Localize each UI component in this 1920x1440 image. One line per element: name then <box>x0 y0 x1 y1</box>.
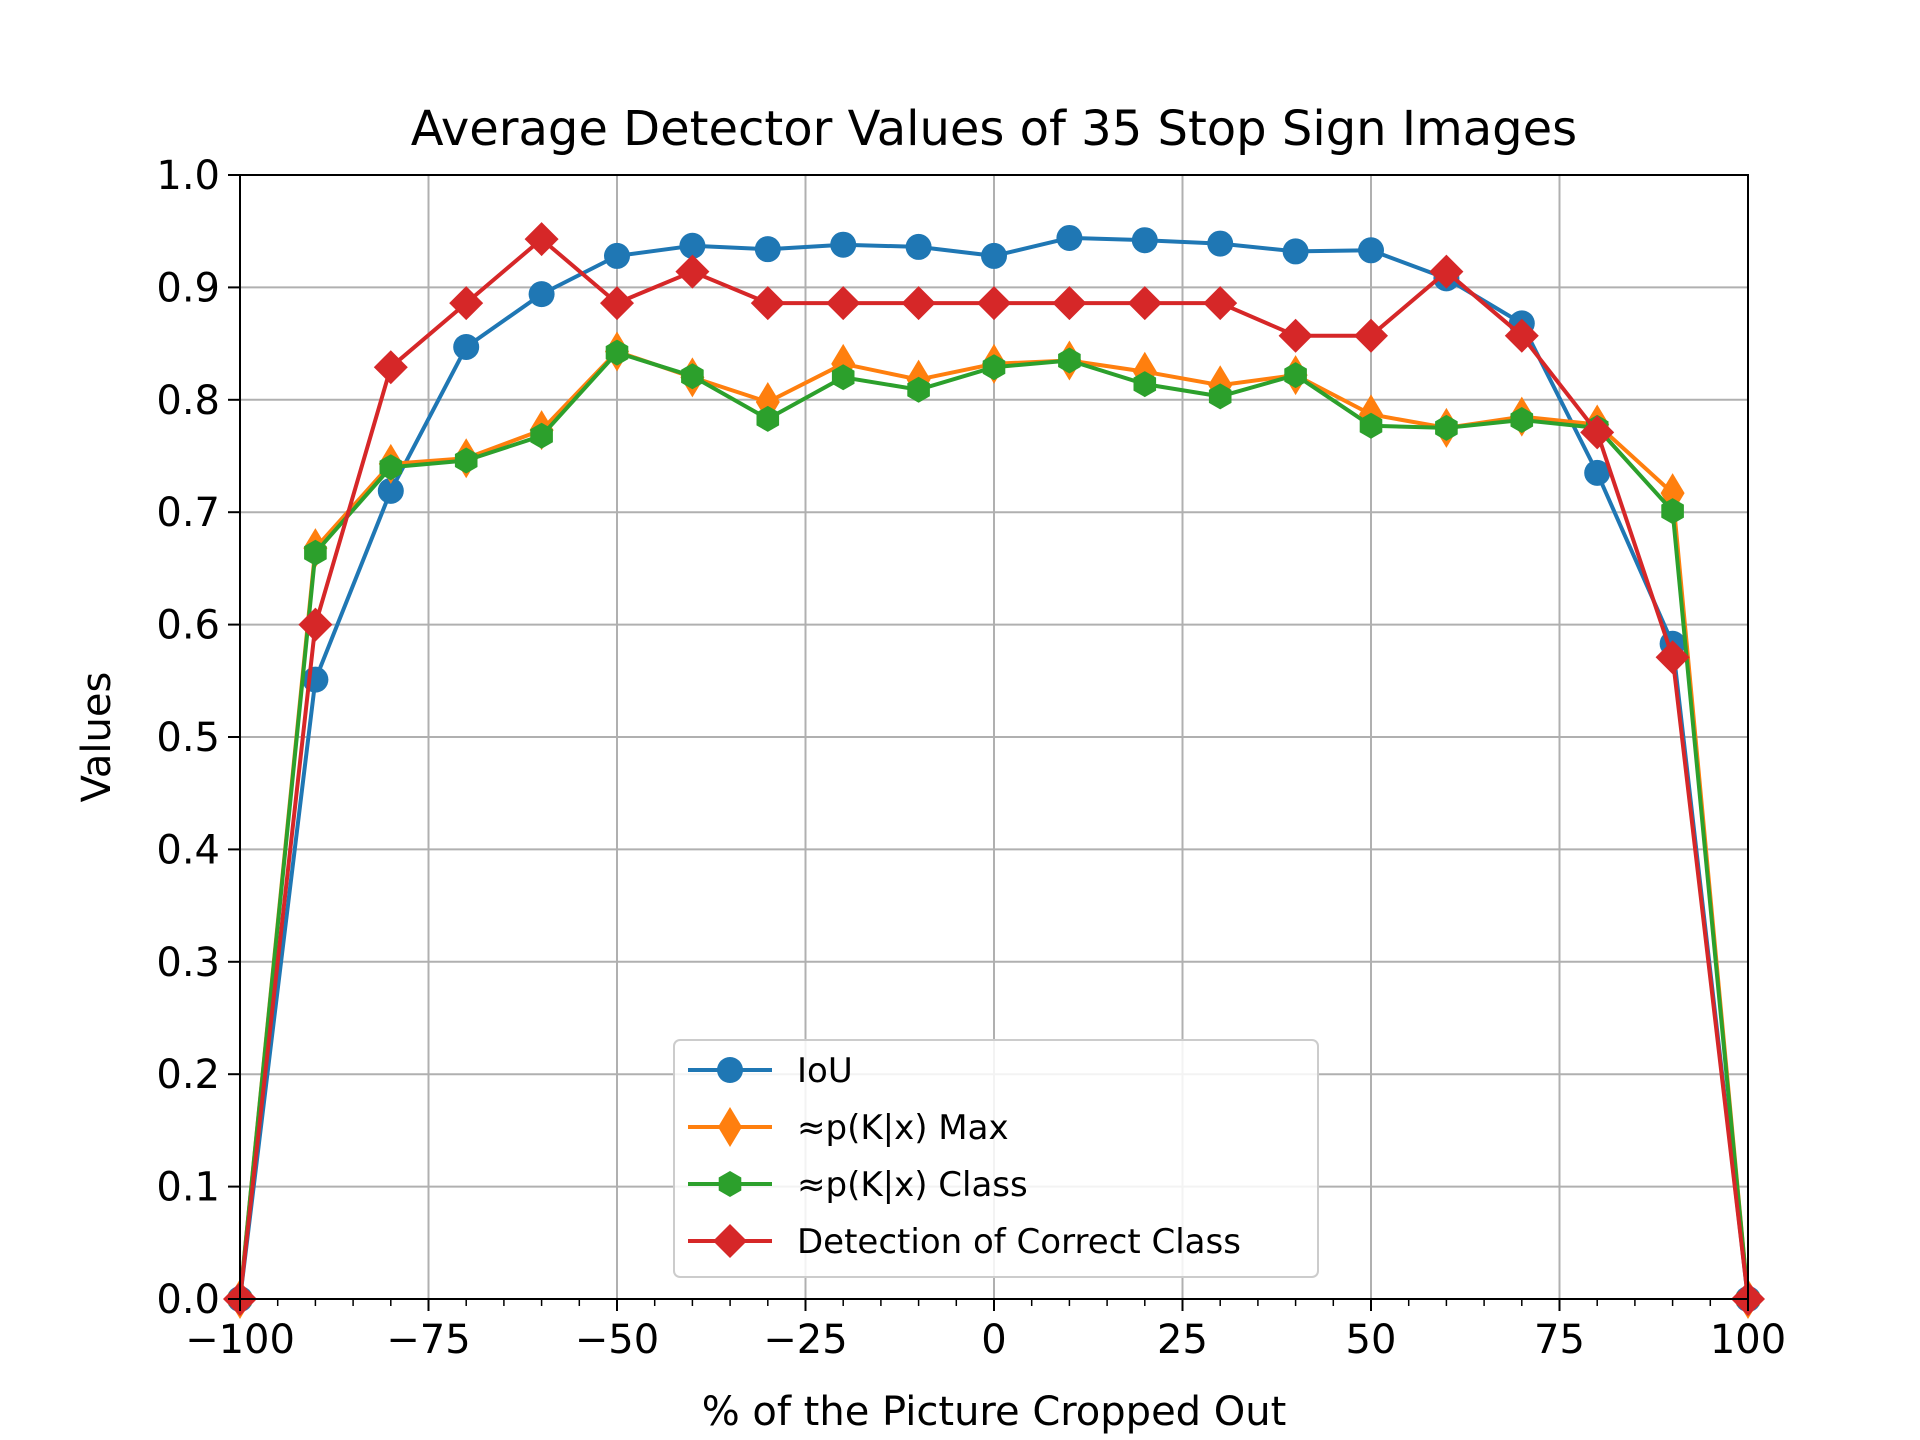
data-point <box>1284 362 1307 389</box>
data-point <box>604 242 630 269</box>
data-point <box>528 281 555 308</box>
y-tick-label: 0.6 <box>156 603 220 649</box>
legend-marker <box>713 1224 747 1258</box>
data-point <box>1655 640 1690 675</box>
data-point <box>1133 371 1157 398</box>
data-point <box>1203 286 1238 321</box>
data-point <box>1052 286 1087 321</box>
legend-label: IoU <box>797 1051 853 1091</box>
legend-marker <box>718 1171 742 1197</box>
x-tick-label: 100 <box>1710 1317 1786 1363</box>
y-tick-label: 1.0 <box>156 153 220 199</box>
y-tick-label: 0.0 <box>156 1277 220 1323</box>
data-point <box>453 333 480 360</box>
y-axis: 0.0 0.1 0.2 0.3 0.4 0.5 0.6 0.7 0.8 0.9 1.0 <box>156 153 240 1323</box>
y-tick-label: 0.4 <box>156 827 220 873</box>
data-point <box>377 477 404 504</box>
legend-item-iou: IoU <box>688 1051 853 1091</box>
data-point <box>373 350 408 385</box>
x-tick-label: 0 <box>981 1317 1006 1363</box>
data-point <box>605 339 629 366</box>
data-point <box>754 236 781 263</box>
y-tick-label: 0.7 <box>156 490 220 536</box>
data-point <box>454 447 478 474</box>
data-point <box>1058 347 1081 374</box>
data-point <box>1127 286 1162 321</box>
data-point <box>831 364 855 391</box>
legend-marker <box>718 1107 742 1147</box>
data-point <box>530 422 553 449</box>
data-point <box>681 363 704 390</box>
series-detection-of-correct-class <box>223 222 1765 1316</box>
x-tick-label: 75 <box>1534 1317 1585 1363</box>
data-point <box>1358 237 1384 264</box>
x-tick-label: −50 <box>575 1317 659 1363</box>
legend-item-p-k-x-class: ≈p(K|x) Class <box>688 1165 1028 1205</box>
data-point <box>977 286 1011 321</box>
data-point <box>1510 407 1534 433</box>
data-point <box>675 254 710 289</box>
x-tick-label: 25 <box>1157 1317 1208 1363</box>
data-point <box>830 231 857 258</box>
y-tick-label: 0.2 <box>156 1052 220 1098</box>
data-point <box>907 376 930 403</box>
y-tick-label: 0.3 <box>156 940 220 986</box>
data-point <box>1208 383 1232 410</box>
data-point <box>304 539 327 566</box>
data-point <box>1282 238 1309 265</box>
x-tick-label: −100 <box>185 1317 295 1363</box>
data-point <box>981 242 1007 269</box>
data-point <box>901 286 936 321</box>
data-point <box>1278 318 1313 353</box>
legend-label: ≈p(K|x) Class <box>797 1165 1028 1205</box>
y-tick-label: 0.1 <box>156 1165 220 1211</box>
data-point <box>1584 459 1611 486</box>
legend-marker <box>717 1057 743 1083</box>
data-point <box>905 233 932 260</box>
data-point <box>524 222 559 257</box>
data-point <box>750 286 785 321</box>
data-point <box>756 405 780 432</box>
data-point <box>1056 224 1083 251</box>
x-tick-label: 50 <box>1346 1317 1397 1363</box>
data-point <box>1429 254 1464 289</box>
data-point <box>982 354 1006 381</box>
x-axis: −100 −75 −50 −25 0 25 50 75 100 <box>185 1299 1786 1363</box>
y-tick-label: 0.5 <box>156 715 220 761</box>
chart-title: Average Detector Values of 35 Stop Sign … <box>411 101 1577 157</box>
data-point <box>1354 318 1388 353</box>
data-point <box>679 232 706 259</box>
y-tick-label: 0.9 <box>156 265 220 311</box>
legend-label: ≈p(K|x) Max <box>797 1108 1009 1148</box>
y-tick-label: 0.8 <box>156 378 220 424</box>
series-layer <box>223 222 1765 1319</box>
x-axis-label: % of the Picture Cropped Out <box>702 1389 1287 1435</box>
data-point <box>298 607 333 642</box>
data-point <box>1131 227 1158 254</box>
data-point <box>449 286 484 321</box>
legend-item-detection-of-correct-class: Detection of Correct Class <box>688 1222 1241 1262</box>
legend-box <box>673 1039 1319 1278</box>
x-tick-label: −75 <box>386 1317 470 1363</box>
legend-item-p-k-x-max: ≈p(K|x) Max <box>688 1107 1009 1148</box>
data-point <box>1359 412 1383 439</box>
y-axis-label: Values <box>74 672 120 803</box>
data-point <box>1504 318 1539 353</box>
legend: IoU ≈p(K|x) Max ≈p(K|x) Class Detection of … <box>673 1039 1319 1278</box>
legend-label: Detection of Correct Class <box>797 1222 1241 1262</box>
data-point <box>826 286 861 321</box>
data-point <box>1207 230 1234 257</box>
x-tick-label: −25 <box>763 1317 847 1363</box>
data-point <box>600 286 634 321</box>
data-point <box>1435 414 1458 441</box>
data-point <box>1661 498 1684 525</box>
data-point <box>379 454 403 481</box>
data-point <box>1580 415 1615 450</box>
